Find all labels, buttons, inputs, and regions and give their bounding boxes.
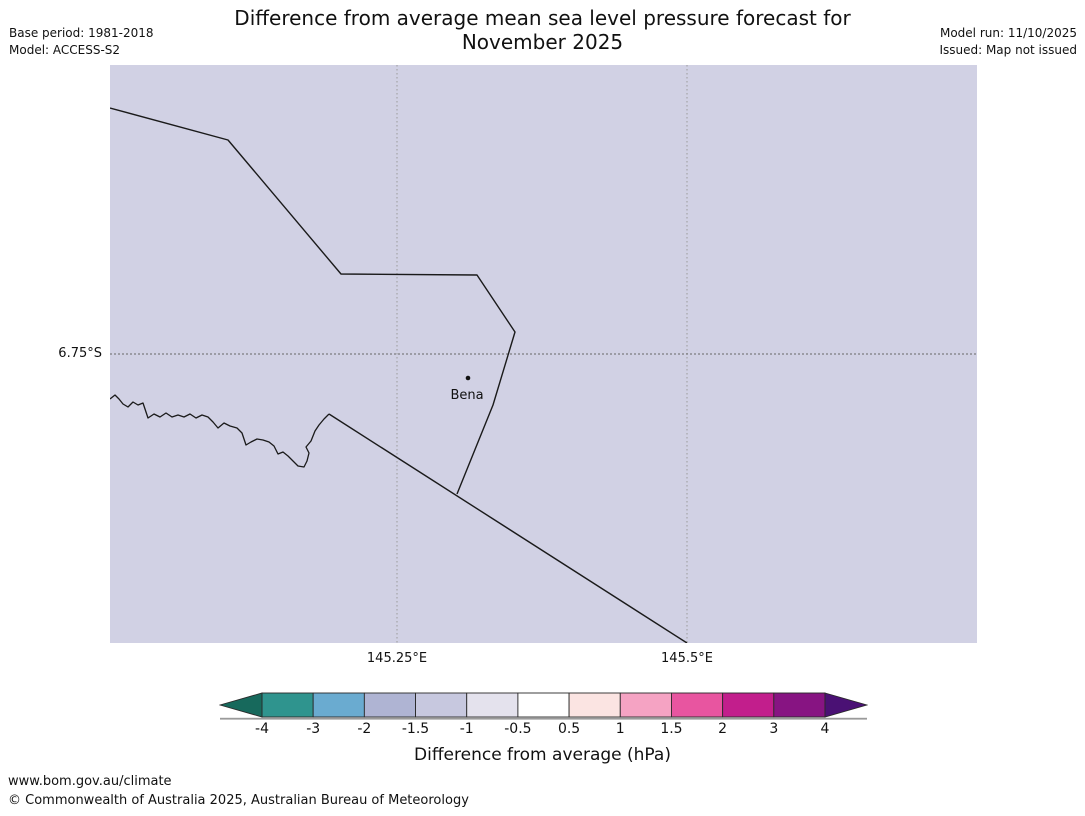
run-info: Model run: 11/10/2025 Issued: Map not is…	[939, 25, 1077, 59]
colorbar-tick-label: 1.5	[660, 721, 683, 737]
colorbar-tick-label: -1	[459, 721, 474, 737]
colorbar-right-arrow	[824, 692, 868, 718]
model-info: Base period: 1981-2018 Model: ACCESS-S2	[9, 25, 154, 59]
colorbar-tick-label: -3	[306, 721, 321, 737]
model-label: Model: ACCESS-S2	[9, 43, 121, 57]
colorbar-baseline	[220, 717, 867, 720]
colorbar-ticks: -4 -3 -2 -1.5 -1 -0.5 0.5 1 1.5 2 3 4	[255, 721, 829, 739]
lon-tick-label-2: 145.5°E	[661, 651, 713, 666]
colorbar-segment	[568, 692, 621, 718]
colorbar-segment	[415, 692, 468, 718]
bena-marker-dot	[465, 375, 471, 381]
colorbar-segment	[773, 692, 826, 718]
colorbar-tick-label: -4	[255, 721, 269, 737]
colorbar-tick-label: 3	[769, 721, 779, 737]
map-area	[110, 65, 977, 643]
lat-tick-label: 6.75°S	[58, 346, 102, 361]
colorbar-segment	[722, 692, 775, 718]
colorbar-segment	[261, 692, 314, 718]
colorbar-tick-label: 1	[615, 721, 625, 737]
colorbar-tick-label: -0.5	[504, 721, 532, 737]
colorbar-tick-label: 2	[718, 721, 728, 737]
place-label-bena: Bena	[450, 388, 484, 403]
colorbar	[219, 692, 868, 720]
map-canvas	[110, 65, 977, 643]
footer-url: www.bom.gov.au/climate	[8, 774, 172, 789]
colorbar-segment	[363, 692, 416, 718]
model-run-label: Model run: 11/10/2025	[939, 26, 1077, 40]
colorbar-tick-label: 0.5	[557, 721, 581, 737]
colorbar-tick-label: -1.5	[401, 721, 430, 737]
map-boundary-line-north	[110, 107, 516, 495]
colorbar-title: Difference from average (hPa)	[414, 745, 671, 765]
figure-title: Difference from average mean sea level p…	[0, 6, 1085, 54]
issued-label: Issued: Map not issued	[939, 43, 1077, 57]
lon-tick-label-1: 145.25°E	[366, 651, 428, 666]
colorbar-segment	[466, 692, 519, 718]
colorbar-left-arrow	[219, 692, 263, 718]
colorbar-segment	[671, 692, 724, 718]
title-line2: November 2025	[461, 30, 624, 54]
map-boundary-line-diagonal	[328, 413, 688, 643]
footer-copyright: © Commonwealth of Australia 2025, Austra…	[8, 793, 469, 808]
colorbar-tick-label: 4	[820, 721, 830, 737]
colorbar-tick-label: -2	[357, 721, 372, 737]
map-coastline	[110, 394, 330, 468]
title-line1: Difference from average mean sea level p…	[234, 6, 851, 30]
colorbar-segment	[619, 692, 672, 718]
colorbar-segment	[517, 692, 570, 718]
base-period-label: Base period: 1981-2018	[9, 26, 154, 40]
colorbar-segment	[312, 692, 365, 718]
